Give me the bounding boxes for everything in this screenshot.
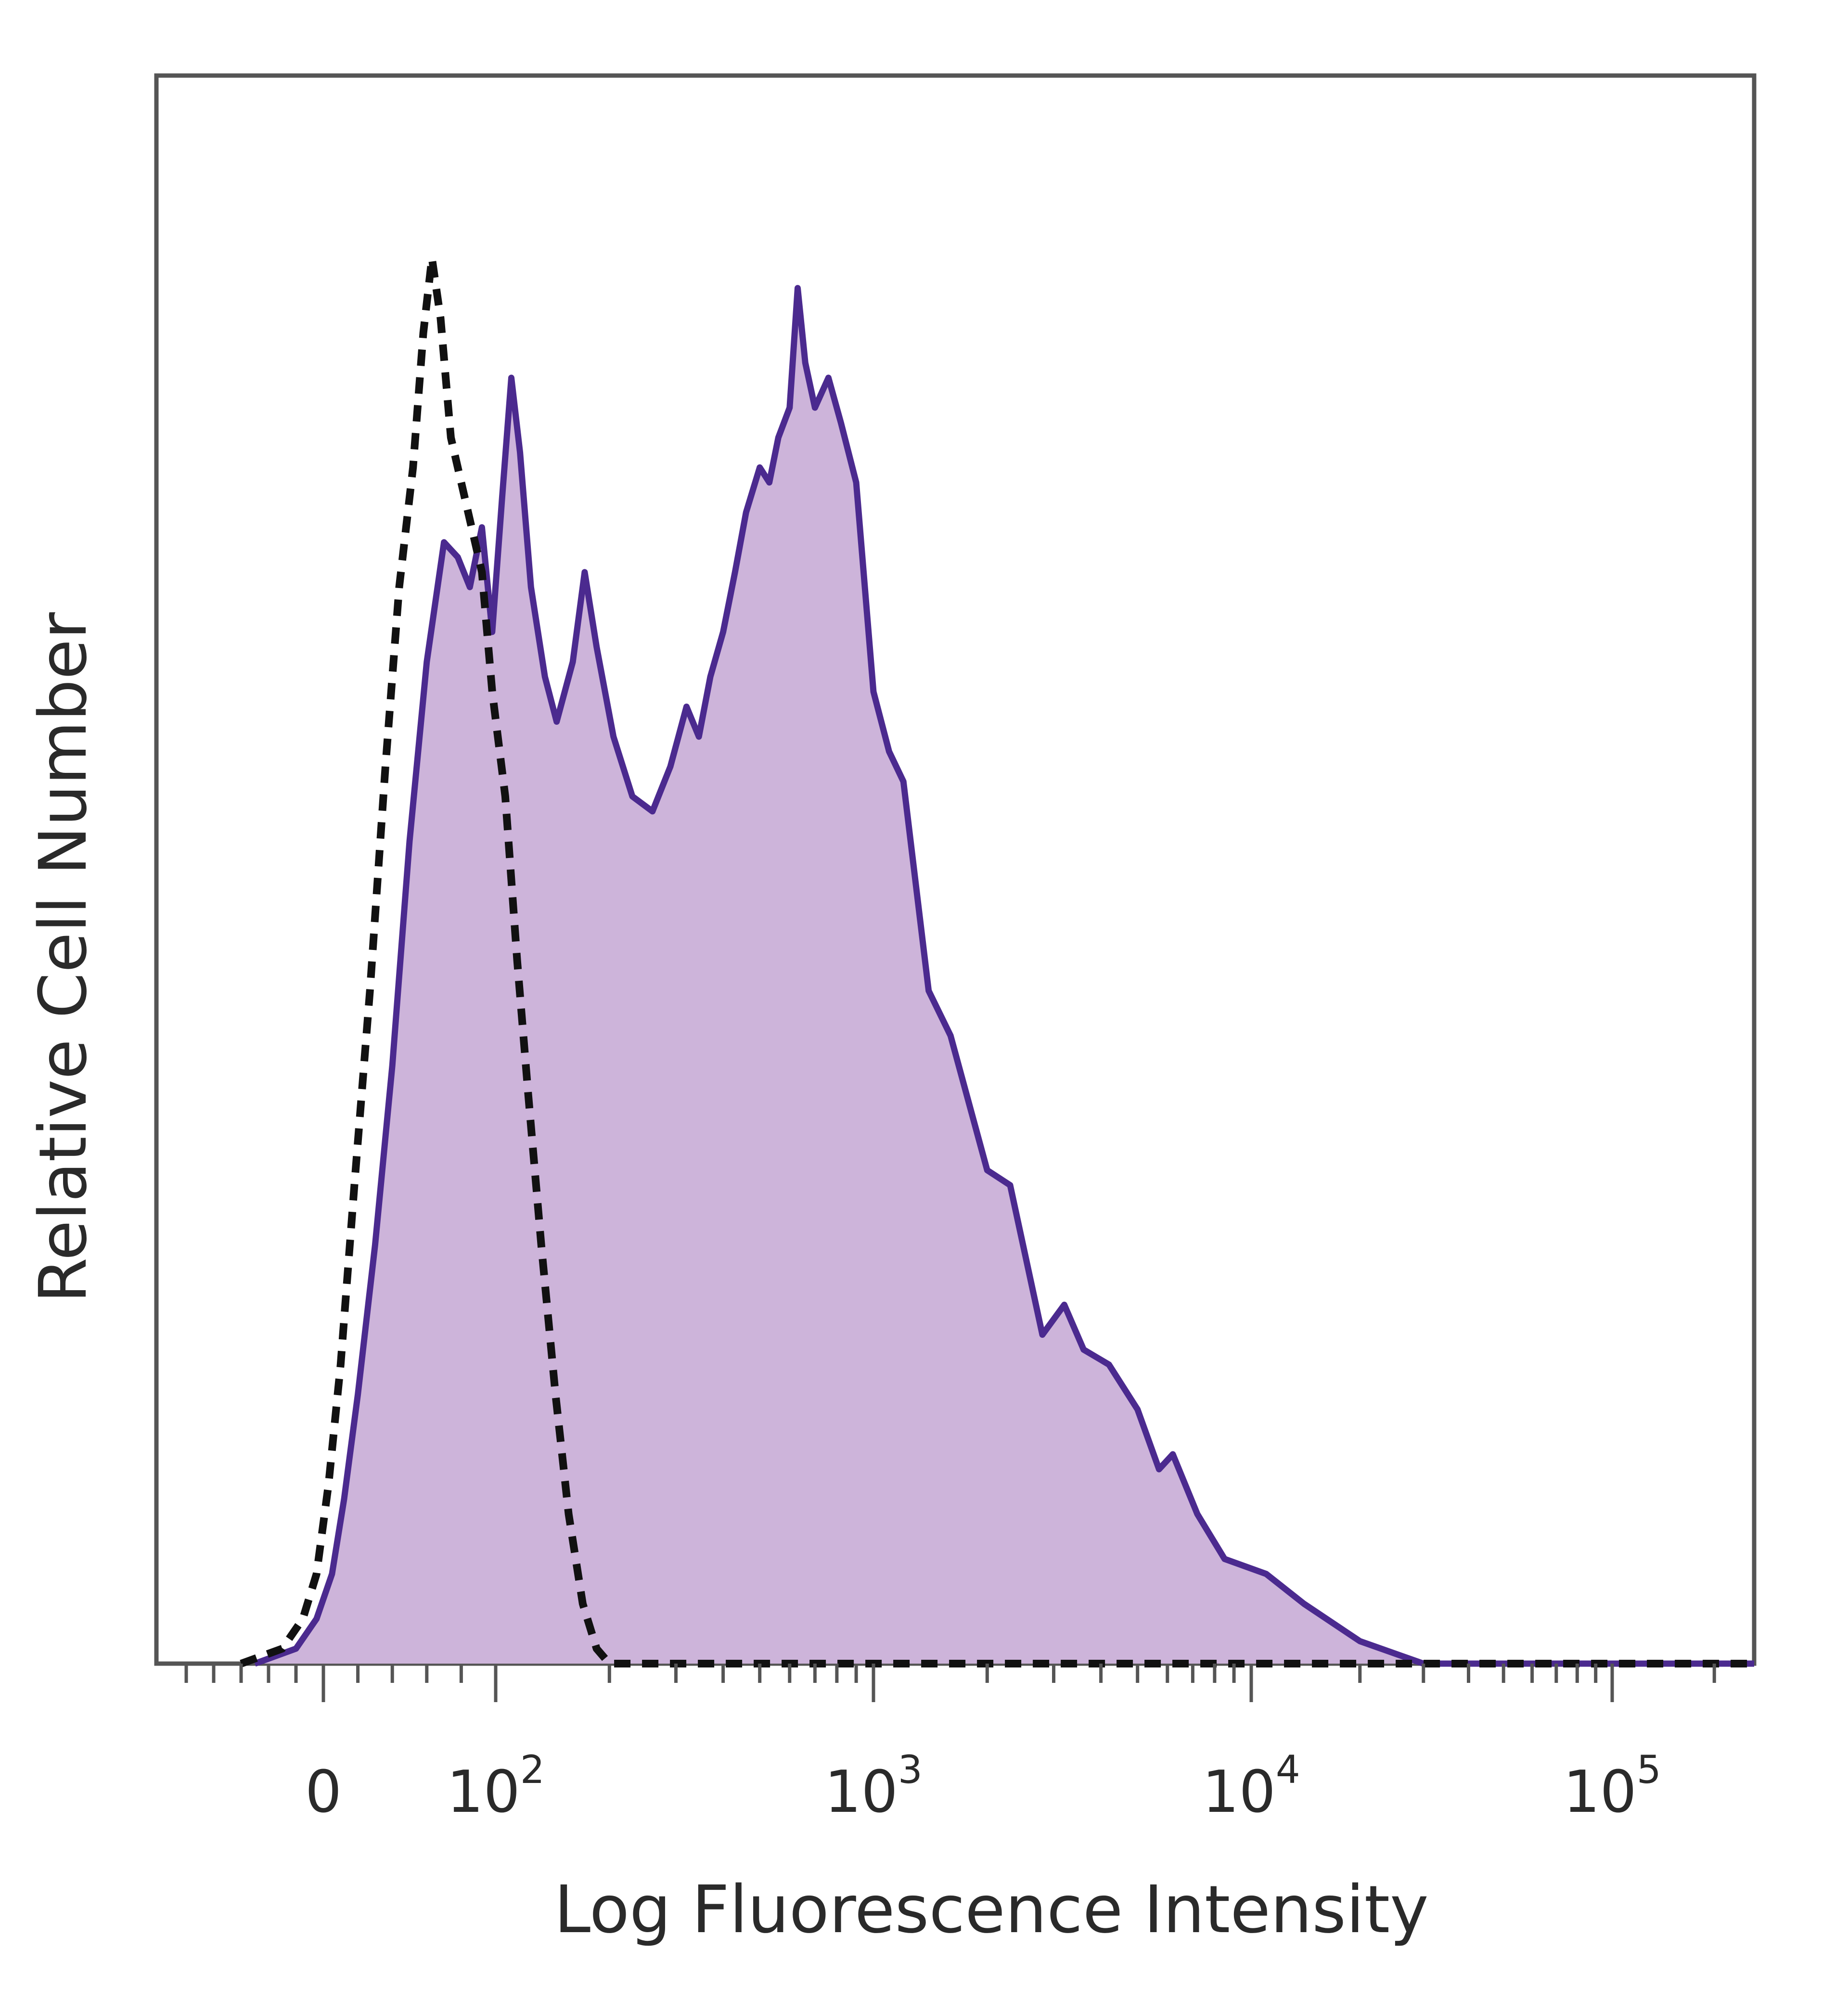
y-axis-label: Relative Cell Number [26,612,102,1303]
stained-histogram-line [254,285,1754,1667]
x-tick-label: 103 [824,1747,923,1826]
control-histogram-dashed-line [240,254,1754,1667]
stained-histogram-fill [255,288,1754,1664]
x-tick-label: 102 [447,1747,545,1826]
x-tick-label: 105 [1563,1747,1661,1826]
series-layer [240,254,1754,1667]
x-tick-label: 0 [305,1759,342,1826]
x-axis-ticks: 0 102 103 104 105 [184,1664,1716,1826]
x-axis-label: Log Fluorescence Intensity [554,1872,1428,1948]
x-tick-label: 104 [1202,1747,1300,1826]
